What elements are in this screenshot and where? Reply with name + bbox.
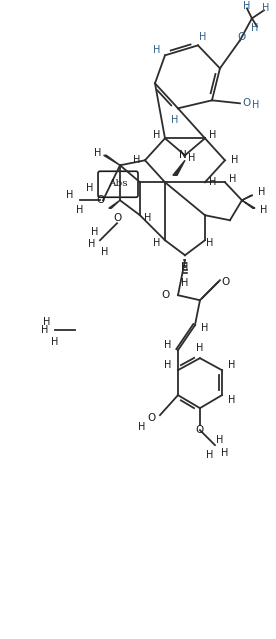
Text: O: O (96, 196, 104, 205)
Text: O: O (238, 33, 246, 42)
Text: H: H (260, 205, 268, 215)
Text: H: H (86, 183, 94, 193)
Polygon shape (242, 200, 255, 208)
Polygon shape (242, 196, 253, 200)
Text: O: O (222, 277, 230, 287)
Text: H: H (201, 323, 209, 333)
Text: H: H (66, 190, 74, 200)
Text: H: H (243, 1, 251, 12)
Text: H: H (51, 337, 59, 347)
Text: H: H (229, 174, 237, 184)
Text: H: H (209, 130, 217, 141)
Text: H: H (153, 130, 161, 141)
Text: O: O (113, 213, 121, 223)
Text: O: O (148, 413, 156, 423)
Text: H: H (88, 239, 96, 249)
Text: O: O (196, 425, 204, 435)
Text: H: H (133, 155, 141, 166)
Text: H: H (171, 115, 179, 125)
Text: H: H (188, 153, 196, 164)
Text: H: H (153, 45, 161, 56)
Text: H: H (228, 395, 236, 405)
Text: H: H (206, 238, 214, 248)
Polygon shape (173, 160, 185, 175)
Text: H: H (206, 450, 214, 460)
Text: H: H (94, 148, 102, 158)
Text: H: H (258, 187, 266, 197)
Polygon shape (104, 155, 120, 166)
Text: H: H (41, 325, 49, 335)
Text: Abs: Abs (108, 179, 128, 188)
Text: H: H (101, 247, 109, 258)
Text: H: H (221, 448, 229, 458)
Text: H: H (262, 3, 270, 13)
Text: H: H (144, 213, 152, 223)
FancyBboxPatch shape (98, 171, 138, 197)
Text: H: H (181, 278, 189, 288)
Text: H: H (251, 24, 259, 33)
Text: H: H (216, 435, 224, 445)
Text: O: O (243, 98, 251, 109)
Text: O: O (162, 290, 170, 300)
Text: H: H (228, 360, 236, 370)
Text: H: H (153, 238, 161, 248)
Text: H: H (43, 317, 51, 327)
Text: N: N (179, 150, 187, 160)
Text: H: H (181, 262, 189, 272)
Polygon shape (109, 200, 120, 208)
Text: H: H (209, 177, 217, 187)
Text: H: H (138, 422, 146, 432)
Text: H: H (252, 100, 260, 111)
Text: H: H (164, 360, 172, 370)
Text: H: H (91, 227, 99, 237)
Text: H: H (196, 343, 204, 353)
Text: H: H (164, 340, 172, 350)
Text: H: H (76, 205, 84, 215)
Text: H: H (231, 155, 239, 166)
Text: H: H (199, 33, 207, 42)
